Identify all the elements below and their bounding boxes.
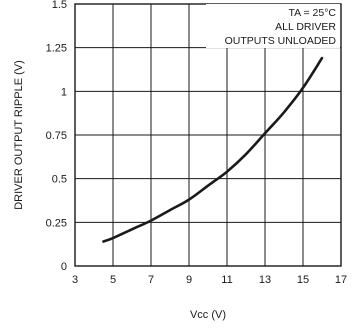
condition-annotation: TA = 25°C ALL DRIVER OUTPUTS UNLOADED — [206, 4, 340, 48]
y-tick-label: 1.25 — [46, 43, 67, 55]
x-axis-title: Vᴄᴄ (V) — [190, 309, 226, 321]
x-tick-label: 15 — [297, 274, 309, 286]
x-tick-label: 7 — [148, 274, 154, 286]
x-tick-label: 5 — [110, 274, 116, 286]
ripple-curve — [102, 56, 324, 243]
x-tick-label: 9 — [186, 274, 192, 286]
x-tick-label: 3 — [72, 274, 78, 286]
y-tick-label: 0.25 — [46, 217, 67, 229]
y-axis-title: DRIVER OUTPUT RIPPLE (V) — [13, 60, 25, 210]
y-tick-label: 1.5 — [52, 0, 67, 11]
annotation-line: ALL DRIVER — [275, 21, 336, 33]
y-tick-label: 0.5 — [52, 174, 67, 186]
y-tick-label: 1 — [61, 86, 67, 98]
annotation-line: TA = 25°C — [289, 7, 337, 19]
x-tick-label: 11 — [221, 274, 232, 286]
x-tick-labels: 3 5 7 9 11 13 15 17 — [72, 274, 347, 286]
x-tick-label: 13 — [259, 274, 271, 286]
annotation-line: OUTPUTS UNLOADED — [225, 35, 337, 47]
y-tick-label: 0.75 — [46, 130, 67, 142]
annotation-background — [206, 4, 340, 48]
y-tick-labels: 0 0.25 0.5 0.75 1 1.25 1.5 — [46, 0, 67, 273]
y-tick-label: 0 — [61, 261, 67, 273]
x-tick-label: 17 — [335, 274, 347, 286]
